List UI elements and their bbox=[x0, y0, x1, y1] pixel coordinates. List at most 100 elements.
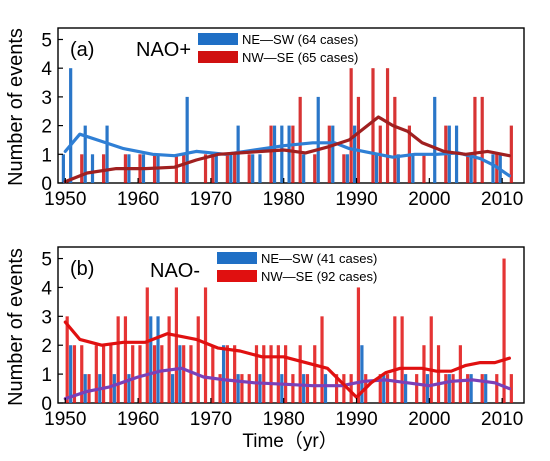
bar-ne-sw bbox=[258, 154, 262, 183]
bar-ne-sw bbox=[149, 316, 153, 403]
bar-nw-se bbox=[160, 345, 164, 403]
x-tick-label: 1960 bbox=[117, 189, 159, 210]
bar-ne-sw bbox=[251, 154, 255, 183]
y-tick-label: 4 bbox=[41, 59, 52, 80]
bar-ne-sw bbox=[302, 154, 306, 183]
bar-nw-se bbox=[131, 345, 135, 403]
bar-nw-se bbox=[109, 345, 113, 403]
panel-b-legend-swatch-ne-sw bbox=[217, 252, 257, 264]
x-axis-label: Time（yr） bbox=[242, 430, 337, 452]
bar-ne-sw bbox=[214, 154, 218, 183]
bar-nw-se bbox=[393, 96, 397, 183]
x-tick-label: 1960 bbox=[117, 409, 159, 430]
bar-nw-se bbox=[80, 345, 84, 403]
bar-nw-se bbox=[269, 125, 273, 183]
x-tick-label: 1950 bbox=[44, 189, 86, 210]
panel-b-trend-lines bbox=[63, 320, 511, 401]
bar-nw-se bbox=[466, 154, 470, 183]
bar-nw-se bbox=[284, 345, 288, 403]
panel-b-plot-frame bbox=[57, 246, 525, 404]
panel-a-bars bbox=[61, 68, 513, 183]
bar-nw-se bbox=[371, 68, 375, 183]
bar-nw-se bbox=[458, 345, 462, 403]
bar-nw-se bbox=[415, 374, 419, 403]
bar-ne-sw bbox=[374, 154, 379, 183]
bar-nw-se bbox=[72, 345, 77, 403]
x-tick-label: 1950 bbox=[44, 409, 86, 430]
panel-a-y-axis-label: Number of events bbox=[5, 28, 27, 186]
bar-nw-se bbox=[436, 345, 441, 403]
bar-ne-sw bbox=[280, 125, 284, 183]
y-tick-label: 3 bbox=[41, 88, 52, 109]
bar-nw-se bbox=[313, 345, 317, 403]
bar-ne-sw bbox=[287, 125, 291, 183]
bar-nw-se bbox=[218, 374, 222, 403]
bar-nw-se bbox=[349, 374, 353, 403]
bar-ne-sw bbox=[83, 374, 87, 403]
bar-nw-se bbox=[334, 374, 339, 403]
panel-a-x-ticks: 1950 1960 1970 1980 1990 2000 2010 bbox=[44, 178, 523, 210]
bar-ne-sw bbox=[185, 96, 189, 183]
bar-nw-se bbox=[429, 316, 433, 403]
bar-nw-se bbox=[101, 345, 106, 403]
bar-ne-sw bbox=[302, 374, 306, 403]
panel-b-legend: NE—SW (41 cases) NW—SE (92 cases) bbox=[217, 251, 377, 284]
bar-ne-sw bbox=[236, 374, 240, 403]
panel-a-label: (a) bbox=[70, 39, 94, 61]
panel-b-title: NAO- bbox=[150, 260, 200, 282]
bar-ne-sw bbox=[229, 154, 233, 183]
bar-nw-se bbox=[182, 345, 186, 403]
bar-nw-se bbox=[444, 374, 448, 403]
bar-ne-sw bbox=[323, 374, 328, 403]
y-tick-label: 5 bbox=[41, 250, 52, 271]
bar-nw-se bbox=[196, 316, 200, 403]
y-tick-label: 4 bbox=[41, 278, 52, 299]
y-tick-label: 0 bbox=[41, 174, 52, 195]
bar-ne-sw bbox=[316, 96, 320, 183]
bar-nw-se bbox=[342, 154, 346, 183]
bar-nw-se bbox=[225, 154, 229, 183]
bar-nw-se bbox=[94, 345, 98, 403]
bar-ne-sw bbox=[258, 374, 262, 403]
bar-nw-se bbox=[385, 68, 390, 183]
bar-ne-sw bbox=[90, 154, 95, 183]
y-tick-label: 0 bbox=[41, 394, 52, 415]
panel-b-y-axis-label: Number of events bbox=[5, 248, 27, 406]
y-tick-label: 5 bbox=[41, 30, 52, 51]
bar-ne-sw bbox=[156, 316, 160, 403]
bar-nw-se bbox=[313, 154, 317, 183]
bar-nw-se bbox=[502, 258, 506, 403]
bar-nw-se bbox=[269, 345, 273, 403]
panel-b-y-ticks: 0 1 2 3 4 5 bbox=[41, 250, 63, 415]
bar-nw-se bbox=[466, 374, 470, 403]
bar-nw-se bbox=[262, 345, 266, 403]
bar-nw-se bbox=[298, 345, 302, 403]
bar-nw-se bbox=[233, 154, 237, 183]
bar-ne-sw bbox=[83, 125, 87, 183]
x-tick-label: 1970 bbox=[190, 409, 232, 430]
bar-ne-sw bbox=[69, 345, 73, 403]
bar-nw-se bbox=[509, 125, 513, 183]
bar-nw-se bbox=[254, 345, 259, 403]
x-tick-label: 2000 bbox=[408, 409, 450, 430]
bar-ne-sw bbox=[127, 374, 131, 403]
panel-b-legend-label-ne-sw: NE—SW (41 cases) bbox=[261, 251, 377, 266]
y-tick-label: 2 bbox=[41, 336, 52, 357]
x-tick-label: 1990 bbox=[335, 189, 377, 210]
bar-nw-se bbox=[233, 345, 237, 403]
bar-nw-se bbox=[298, 96, 302, 183]
bar-nw-se bbox=[211, 154, 215, 183]
bar-nw-se bbox=[378, 374, 382, 403]
bar-nw-se bbox=[247, 154, 251, 183]
panel-a-legend-label-ne-sw: NE—SW (64 cases) bbox=[242, 32, 358, 47]
bar-nw-se bbox=[203, 287, 208, 403]
x-tick-label: 2010 bbox=[481, 189, 523, 210]
panel-a-legend-label-nw-se: NW—SE (65 cases) bbox=[242, 50, 358, 65]
bar-ne-sw bbox=[221, 345, 226, 403]
bar-nw-se bbox=[123, 316, 128, 403]
y-tick-label: 3 bbox=[41, 307, 52, 328]
bar-nw-se bbox=[225, 345, 229, 403]
